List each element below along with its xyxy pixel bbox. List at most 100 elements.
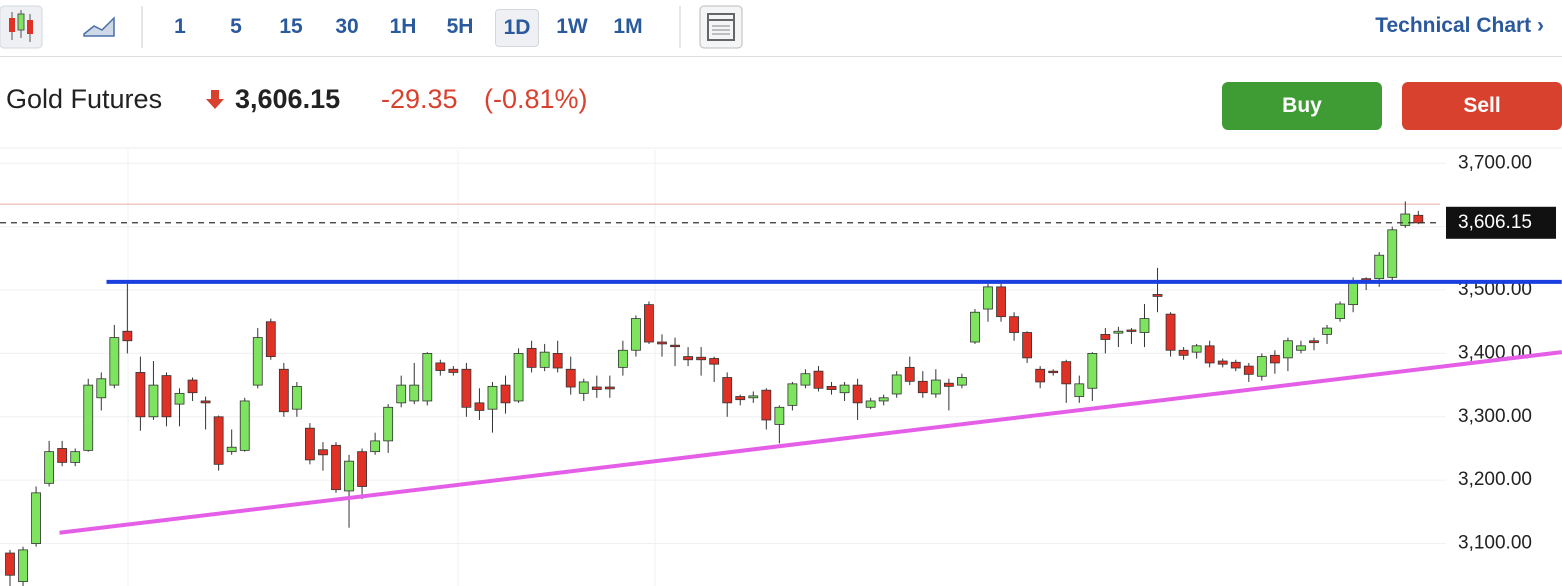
candle-body	[5, 552, 15, 576]
candle-body	[970, 311, 980, 343]
candle-body	[983, 286, 993, 310]
interval-button[interactable]: 1	[174, 15, 186, 38]
candle-body	[1087, 353, 1098, 389]
candle-body	[644, 304, 654, 343]
candle-body	[109, 337, 120, 386]
candle-body	[1230, 361, 1241, 369]
last-price-label: 3,606.15	[1458, 212, 1532, 233]
candle-body	[552, 353, 563, 369]
interval-button[interactable]: 15	[279, 15, 303, 38]
candle-body	[96, 378, 107, 399]
candle-body	[800, 373, 811, 386]
candle-body	[683, 356, 693, 361]
interval-button[interactable]: 1W	[556, 15, 588, 38]
candle-body	[174, 392, 185, 405]
candle-body	[148, 384, 159, 418]
candle-body	[161, 375, 172, 418]
candle-body	[917, 380, 928, 394]
y-tick-label: 3,500.00	[1458, 279, 1532, 300]
candle-body	[565, 368, 576, 388]
candle-body	[474, 402, 485, 411]
candle-body	[1074, 383, 1085, 397]
candle-body	[943, 382, 954, 387]
candle-body	[1243, 365, 1254, 375]
candle-body	[1335, 303, 1345, 319]
candle-body	[761, 389, 772, 421]
candle-body	[1048, 370, 1059, 374]
candle-body	[1309, 340, 1319, 344]
change-pct: (-0.81%)	[484, 84, 588, 114]
buy-button[interactable]: Buy	[1222, 82, 1382, 130]
candle-body	[631, 318, 641, 351]
trendline	[59, 350, 1562, 535]
candle-body	[331, 444, 341, 491]
candle-body	[448, 368, 459, 373]
candle-body	[996, 286, 1006, 318]
candle-body	[1100, 334, 1111, 340]
candle-body	[1204, 345, 1215, 364]
interval-button[interactable]: 1H	[389, 15, 417, 38]
interval-button[interactable]: 1D	[495, 9, 539, 47]
candle-body	[1283, 340, 1293, 359]
candle-body	[826, 385, 837, 390]
candle-body	[1400, 213, 1411, 226]
candle-body	[1152, 294, 1163, 297]
candle-body	[709, 358, 720, 365]
candle-body	[513, 353, 524, 402]
interval-button[interactable]: 1M	[613, 15, 643, 38]
interval-button[interactable]: 5	[230, 15, 242, 38]
candle-body	[357, 451, 367, 487]
y-tick-label: 3,200.00	[1458, 469, 1532, 490]
candle-body	[396, 384, 407, 404]
candle-body	[813, 370, 824, 389]
candle-body	[539, 351, 550, 368]
interval-button[interactable]: 30	[335, 15, 359, 38]
candle-body	[252, 337, 263, 386]
candle-body	[500, 384, 511, 404]
candle-body	[57, 448, 68, 463]
candle-body	[200, 400, 211, 404]
candle-body	[83, 384, 94, 451]
candle-body	[617, 349, 628, 368]
candle-body	[735, 396, 746, 401]
candle-body	[226, 446, 237, 453]
candle-body	[852, 384, 863, 404]
candle-body	[891, 374, 902, 395]
candle-body	[318, 449, 328, 456]
candle-body	[1296, 345, 1306, 351]
link-text[interactable]: Technical Chart	[1375, 14, 1532, 37]
candle-body	[696, 356, 707, 361]
candle-body	[957, 377, 967, 386]
candle-body	[239, 400, 250, 451]
y-tick-label: 3,700.00	[1458, 152, 1532, 173]
technical-chart-link[interactable]: Technical Chart ›	[1375, 14, 1544, 37]
candle-body	[1165, 313, 1176, 351]
instrument-name: Gold Futures	[6, 84, 163, 114]
candle-body	[774, 406, 785, 425]
candle-body	[1322, 327, 1332, 335]
candle-body	[31, 492, 41, 544]
interval-button[interactable]: 5H	[446, 15, 474, 38]
y-tick-label: 3,100.00	[1458, 533, 1532, 554]
candle-body	[604, 386, 615, 390]
candle-body	[435, 362, 446, 371]
candle-body	[213, 416, 224, 465]
candle-body	[865, 400, 876, 408]
candle-body	[422, 353, 433, 402]
candle-body	[591, 386, 602, 390]
candle-body	[122, 330, 133, 342]
candle-body	[578, 381, 589, 394]
toolbar: 1 5 15 30 1H 5H 1D 1W 1M Technical Chart ›	[0, 0, 1562, 57]
candle-body	[44, 451, 55, 484]
change: -29.35	[381, 84, 458, 114]
candle-body	[1009, 316, 1019, 333]
candle-body	[670, 344, 680, 348]
candle-body	[305, 427, 315, 461]
candle-body	[1217, 360, 1228, 365]
candle-body	[370, 440, 381, 453]
sell-button[interactable]: Sell	[1402, 82, 1562, 130]
candle-body	[1269, 354, 1280, 364]
candle-body	[18, 549, 28, 582]
